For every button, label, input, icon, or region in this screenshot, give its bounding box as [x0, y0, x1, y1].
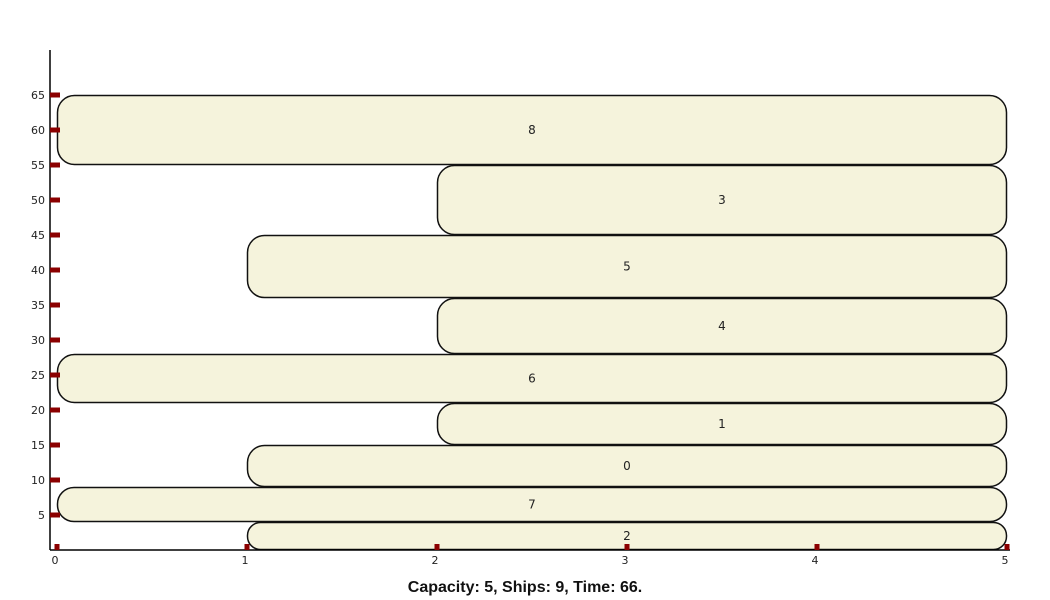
ship-label: 4 [718, 319, 726, 333]
ships-layer: 2 7 0 1 6 4 5 3 8 [56, 94, 1008, 551]
x-tick-label: 4 [812, 554, 819, 567]
x-tick-label: 1 [242, 554, 249, 567]
y-tick-label: 15 [31, 439, 45, 452]
ship-label: 2 [623, 529, 631, 543]
ship-3: 3 [436, 164, 1008, 236]
y-tick-mark [50, 442, 60, 448]
ship-8: 8 [56, 94, 1008, 166]
ship-label: 0 [623, 459, 631, 473]
ship-block [436, 402, 1008, 446]
y-tick-label: 30 [31, 334, 45, 347]
x-tick-label: 0 [52, 554, 59, 567]
y-tick-mark [50, 372, 60, 378]
ship-2: 2 [246, 521, 1008, 551]
y-tick-mark [50, 477, 60, 483]
y-tick-mark [50, 407, 60, 413]
y-tick-mark [50, 512, 60, 518]
ship-block [56, 353, 1008, 404]
y-tick-mark [50, 127, 60, 133]
x-tick-label: 2 [432, 554, 439, 567]
x-tick-mark [814, 544, 820, 550]
x-tick-mark [624, 544, 630, 550]
y-tick-label: 55 [31, 159, 45, 172]
y-tick-label: 45 [31, 229, 45, 242]
ship-6: 6 [56, 353, 1008, 404]
x-tick-mark [54, 544, 60, 550]
ship-block [246, 234, 1008, 299]
y-tick-mark [50, 92, 60, 98]
y-tick-label: 65 [31, 89, 45, 102]
y-tick-label: 25 [31, 369, 45, 382]
x-tick-label: 3 [622, 554, 629, 567]
ship-block [56, 486, 1008, 523]
ship-label: 5 [623, 260, 631, 274]
ship-label: 8 [528, 123, 536, 137]
y-tick-mark [50, 162, 60, 168]
ship-4: 4 [436, 297, 1008, 355]
y-tick-label: 10 [31, 474, 45, 487]
ship-5: 5 [246, 234, 1008, 299]
x-tick-mark [244, 544, 250, 550]
ship-0: 0 [246, 444, 1008, 488]
ship-1: 1 [436, 402, 1008, 446]
x-tick-mark [1004, 544, 1010, 550]
y-tick-label: 50 [31, 194, 45, 207]
y-tick-mark [50, 232, 60, 238]
y-tick-mark [50, 267, 60, 273]
ship-label: 3 [718, 193, 726, 207]
ship-block [246, 444, 1008, 488]
ship-7: 7 [56, 486, 1008, 523]
x-tick-mark [434, 544, 440, 550]
ship-block [436, 297, 1008, 355]
ship-label: 6 [528, 372, 536, 386]
chart-caption: Capacity: 5, Ships: 9, Time: 66. [407, 579, 643, 596]
y-tick-label: 35 [31, 299, 45, 312]
y-tick-label: 5 [38, 509, 45, 522]
ship-block [436, 164, 1008, 236]
y-tick-mark [50, 302, 60, 308]
ship-label: 7 [528, 498, 536, 512]
y-tick-mark [50, 197, 60, 203]
y-tick-label: 40 [31, 264, 45, 277]
ship-label: 1 [718, 417, 726, 431]
y-tick-label: 60 [31, 124, 45, 137]
x-tick-label: 5 [1002, 554, 1009, 567]
y-tick-mark [50, 337, 60, 343]
y-tick-label: 20 [31, 404, 45, 417]
